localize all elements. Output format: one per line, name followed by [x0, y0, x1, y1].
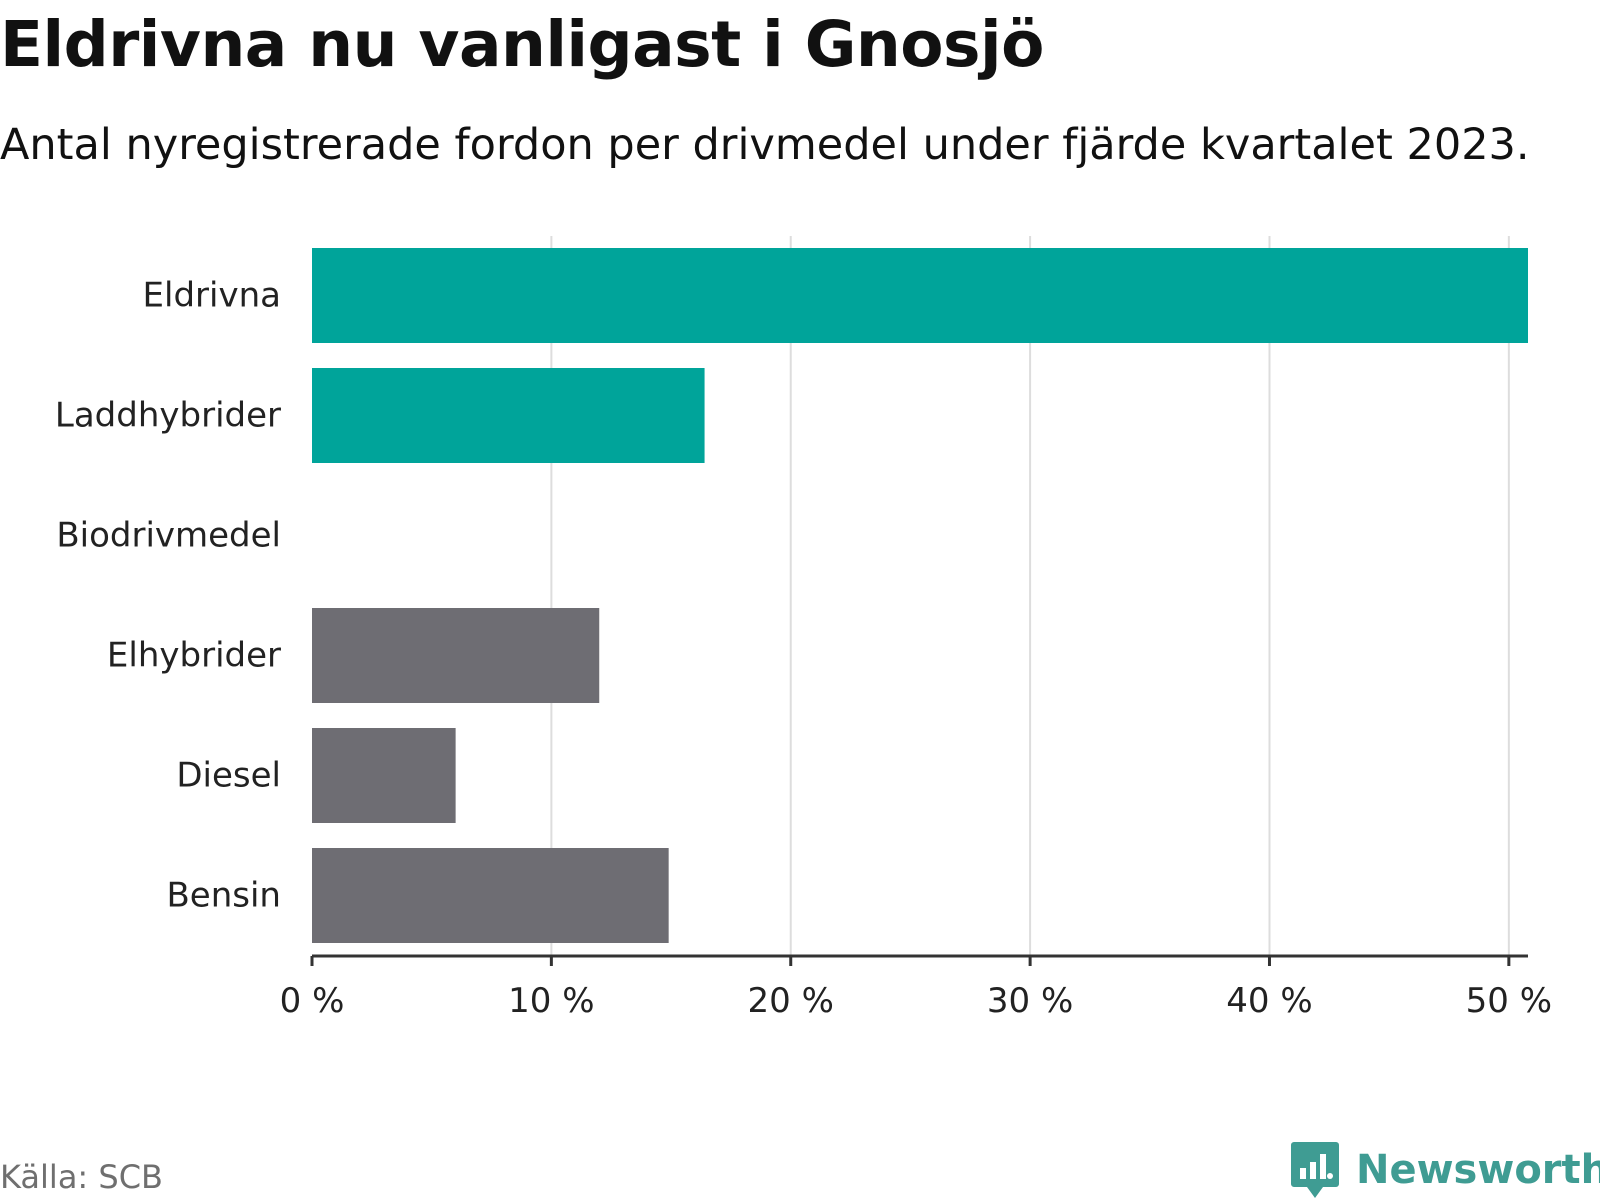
category-label: Biodrivmedel — [56, 516, 281, 556]
category-labels: Eldrivna Laddhybrider Biodrivmedel Elhybrid… — [55, 276, 281, 916]
bar — [312, 368, 705, 463]
bar — [312, 248, 1528, 343]
category-label: Elhybrider — [107, 636, 281, 676]
x-tick-label: 40 % — [1226, 981, 1312, 1021]
chart-subtitle: Antal nyregistrerade fordon per drivmede… — [0, 120, 1530, 170]
category-label: Diesel — [176, 756, 281, 796]
bar — [312, 608, 600, 703]
x-tick-label: 30 % — [987, 981, 1073, 1021]
x-tick-label: 0 % — [280, 981, 345, 1021]
x-tick-label: 10 % — [508, 981, 594, 1021]
x-tick-label: 50 % — [1466, 981, 1552, 1021]
gridlines — [550, 236, 1510, 956]
brand-logo: Newsworthy — [1290, 1140, 1600, 1200]
brand-name: Newsworthy — [1356, 1147, 1600, 1193]
newsworthy-logo-icon — [1291, 1142, 1339, 1198]
bar — [312, 728, 456, 823]
x-tick-label: 20 % — [748, 981, 834, 1021]
source-note: Källa: SCB — [0, 1158, 163, 1196]
chart-title: Eldrivna nu vanligast i Gnosjö — [0, 8, 1044, 81]
category-label: Eldrivna — [143, 276, 281, 316]
bar — [312, 848, 669, 943]
bars — [312, 248, 1528, 943]
x-axis: 0 % 10 % 20 % 30 % 40 % 50 % — [280, 954, 1552, 1021]
category-label: Bensin — [166, 876, 281, 916]
category-label: Laddhybrider — [55, 396, 281, 436]
bar-chart: Eldrivna Laddhybrider Biodrivmedel Elhybrid… — [55, 236, 1552, 1021]
